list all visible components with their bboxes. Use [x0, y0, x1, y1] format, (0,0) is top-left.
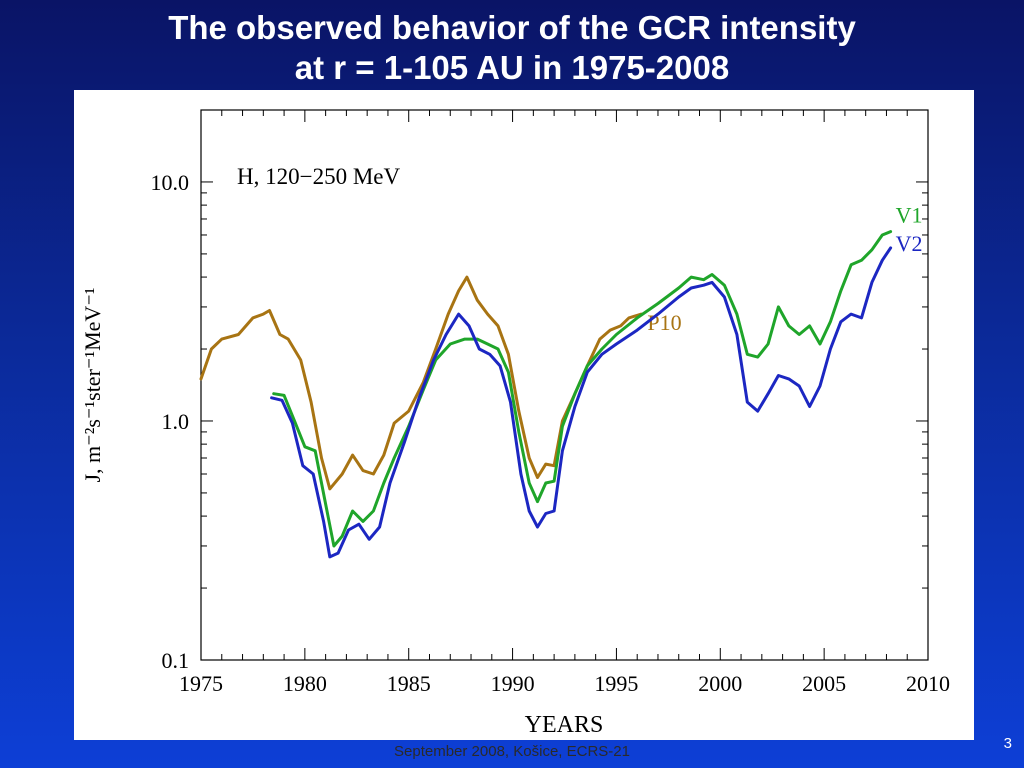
- chart-annotation: H, 120−250 MeV: [237, 164, 400, 189]
- slide-title: The observed behavior of the GCR intensi…: [0, 8, 1024, 88]
- gcr-intensity-chart: 1975 1980 1985 1990 1995 2000 2005 2010 0.1 1.0 10…: [80, 109, 950, 738]
- x-tick-label: 2010: [906, 671, 950, 696]
- y-tick-label: 10.0: [151, 170, 190, 195]
- slide-title-line-2: at r = 1-105 AU in 1975-2008: [294, 49, 730, 86]
- series-line-v2: [270, 246, 893, 559]
- page-number: 3: [1003, 735, 1012, 752]
- y-axis-label: J, m⁻²s⁻¹ster⁻¹MeV⁻¹: [80, 287, 105, 482]
- footer-text: September 2008, Košice, ECRS-21: [394, 743, 630, 760]
- series-label-p10: P10: [647, 310, 681, 335]
- series-label-v1: V1: [896, 203, 923, 228]
- x-tick-label: 2000: [698, 671, 742, 696]
- x-tick-label: 1975: [179, 671, 223, 696]
- x-axis-label: YEARS: [525, 712, 604, 738]
- x-tick-label: 1995: [594, 671, 638, 696]
- slide-title-line-1: The observed behavior of the GCR intensi…: [168, 9, 856, 46]
- x-tick-label: 1990: [491, 671, 535, 696]
- x-tick-label: 2005: [802, 671, 846, 696]
- series-line-v1: [272, 230, 893, 548]
- x-tick-label: 1980: [283, 671, 327, 696]
- y-tick-label: 1.0: [162, 409, 190, 434]
- plot-panel: 1975 1980 1985 1990 1995 2000 2005 2010 0.1 1.0 10…: [74, 90, 974, 740]
- series-line-p10: [199, 275, 643, 491]
- series-label-v2: V2: [896, 231, 923, 256]
- plot-frame: [200, 109, 929, 661]
- y-tick-label: 0.1: [162, 648, 190, 673]
- x-tick-label: 1985: [387, 671, 431, 696]
